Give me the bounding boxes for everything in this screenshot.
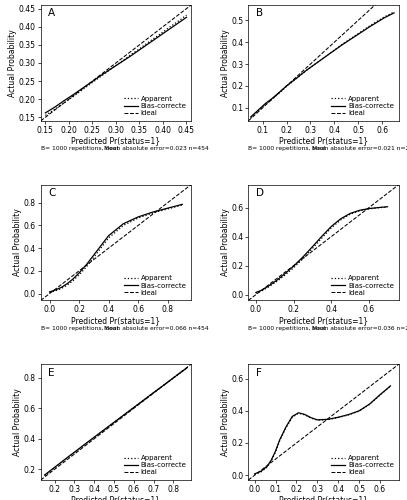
Text: Mean absolute error=0.021 n=263: Mean absolute error=0.021 n=263 <box>312 146 407 152</box>
Text: Mean absolute error=0.036 n=263: Mean absolute error=0.036 n=263 <box>312 326 407 331</box>
Text: B= 1000 repetitions, boot: B= 1000 repetitions, boot <box>248 326 326 331</box>
Y-axis label: Actual Probability: Actual Probability <box>221 208 230 276</box>
Text: A: A <box>48 8 55 18</box>
Text: C: C <box>48 188 56 198</box>
Text: F: F <box>256 368 262 378</box>
Text: B= 1000 repetitions, boot: B= 1000 repetitions, boot <box>41 326 118 331</box>
Y-axis label: Actual Probability: Actual Probability <box>13 388 22 456</box>
Text: B= 1000 repetitions, boot: B= 1000 repetitions, boot <box>41 146 118 152</box>
Legend: Apparent, Bias-correcte, Ideal: Apparent, Bias-correcte, Ideal <box>123 454 188 476</box>
X-axis label: Predicted Pr(status=1}: Predicted Pr(status=1} <box>279 316 368 324</box>
Text: Mean absolute error=0.066 n=454: Mean absolute error=0.066 n=454 <box>104 326 208 331</box>
Y-axis label: Actual Probability: Actual Probability <box>221 29 230 97</box>
Text: Mean absolute error=0.023 n=454: Mean absolute error=0.023 n=454 <box>104 146 209 152</box>
Y-axis label: Actual Probability: Actual Probability <box>221 388 230 456</box>
Legend: Apparent, Bias-correcte, Ideal: Apparent, Bias-correcte, Ideal <box>330 454 395 476</box>
Legend: Apparent, Bias-correcte, Ideal: Apparent, Bias-correcte, Ideal <box>123 94 188 118</box>
Y-axis label: Actual Probability: Actual Probability <box>9 29 18 97</box>
X-axis label: Predicted Pr(status=1}: Predicted Pr(status=1} <box>71 495 160 500</box>
Text: E: E <box>48 368 55 378</box>
Legend: Apparent, Bias-correcte, Ideal: Apparent, Bias-correcte, Ideal <box>330 274 395 297</box>
X-axis label: Predicted Pr(status=1}: Predicted Pr(status=1} <box>279 495 368 500</box>
Legend: Apparent, Bias-correcte, Ideal: Apparent, Bias-correcte, Ideal <box>330 94 395 118</box>
Text: B: B <box>256 8 263 18</box>
Text: B= 1000 repetitions, boot: B= 1000 repetitions, boot <box>248 146 326 152</box>
X-axis label: Predicted Pr(status=1}: Predicted Pr(status=1} <box>71 136 160 145</box>
X-axis label: Predicted Pr(status=1}: Predicted Pr(status=1} <box>71 316 160 324</box>
X-axis label: Predicted Pr(status=1}: Predicted Pr(status=1} <box>279 136 368 145</box>
Legend: Apparent, Bias-correcte, Ideal: Apparent, Bias-correcte, Ideal <box>123 274 188 297</box>
Y-axis label: Actual Probability: Actual Probability <box>13 208 22 276</box>
Text: D: D <box>256 188 264 198</box>
